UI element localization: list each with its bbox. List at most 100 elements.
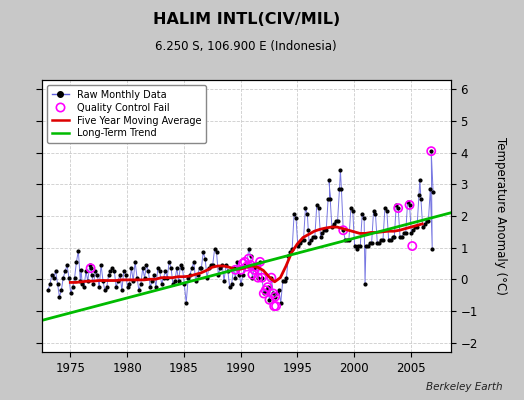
Point (422, 218, 431, 224)
Point (108, 265, 117, 271)
Point (409, 227, 418, 234)
Point (364, 243, 372, 249)
Point (88, 271, 96, 278)
Point (373, 240, 381, 246)
Point (157, 281, 166, 287)
Point (383, 208, 391, 214)
Point (429, 189, 438, 196)
Point (51, 268, 60, 274)
Point (354, 243, 363, 249)
Point (369, 208, 378, 214)
Point (275, 287, 283, 294)
Point (237, 266, 245, 273)
Point (417, 196, 425, 202)
Point (420, 221, 429, 227)
Point (137, 281, 145, 287)
Point (427, 148, 435, 154)
Point (252, 262, 260, 268)
Point (407, 230, 416, 236)
Point (239, 260, 247, 267)
Legend: Raw Monthly Data, Quality Control Fail, Five Year Moving Average, Long-Term Tren: Raw Monthly Data, Quality Control Fail, … (47, 85, 206, 143)
Point (379, 236, 387, 243)
Point (313, 202, 321, 208)
Point (169, 281, 177, 287)
Point (216, 265, 224, 271)
Point (343, 236, 351, 243)
Point (248, 274, 257, 281)
Point (254, 274, 263, 281)
Point (356, 243, 365, 249)
Point (89, 281, 97, 287)
Point (82, 268, 90, 274)
Point (246, 252, 255, 259)
Point (241, 262, 249, 268)
Point (241, 259, 249, 265)
Point (133, 274, 141, 281)
Point (332, 218, 340, 224)
Point (411, 224, 419, 230)
Point (230, 265, 238, 271)
Point (63, 262, 71, 268)
Point (116, 271, 124, 278)
Point (271, 294, 279, 300)
Point (372, 211, 380, 218)
Point (282, 274, 291, 281)
Point (131, 259, 139, 265)
Point (72, 259, 81, 265)
Point (245, 246, 253, 252)
Point (293, 243, 302, 249)
Point (366, 240, 374, 246)
Point (55, 294, 63, 300)
Point (345, 236, 353, 243)
Point (212, 249, 221, 256)
Text: HALIM INTL(CIV/MIL): HALIM INTL(CIV/MIL) (152, 12, 340, 27)
Point (305, 240, 313, 246)
Point (339, 227, 347, 234)
Point (264, 284, 272, 290)
Point (261, 287, 270, 294)
Point (299, 236, 308, 243)
Point (320, 227, 329, 234)
Point (186, 271, 194, 278)
Point (239, 271, 247, 278)
Point (243, 264, 251, 270)
Point (97, 262, 105, 268)
Point (123, 284, 132, 290)
Point (127, 265, 136, 271)
Point (222, 262, 230, 268)
Point (65, 274, 73, 281)
Point (335, 186, 344, 192)
Point (237, 281, 245, 287)
Point (174, 278, 183, 284)
Point (269, 290, 278, 297)
Text: 6.250 S, 106.900 E (Indonesia): 6.250 S, 106.900 E (Indonesia) (156, 40, 337, 53)
Point (390, 233, 399, 240)
Point (119, 268, 128, 274)
Point (377, 236, 385, 243)
Point (76, 278, 84, 284)
Point (261, 287, 270, 294)
Point (231, 266, 239, 273)
Point (337, 186, 346, 192)
Point (227, 281, 236, 287)
Point (91, 268, 100, 274)
Point (277, 300, 285, 306)
Point (303, 211, 312, 218)
Point (148, 278, 156, 284)
Point (74, 248, 83, 254)
Point (172, 265, 181, 271)
Point (250, 266, 258, 273)
Point (326, 196, 334, 202)
Point (53, 281, 62, 287)
Point (258, 274, 266, 281)
Point (314, 205, 323, 211)
Point (388, 233, 397, 240)
Point (375, 240, 384, 246)
Point (178, 265, 187, 271)
Point (104, 271, 113, 278)
Point (288, 246, 297, 252)
Point (392, 202, 400, 208)
Point (269, 290, 278, 297)
Point (84, 278, 92, 284)
Point (211, 246, 219, 252)
